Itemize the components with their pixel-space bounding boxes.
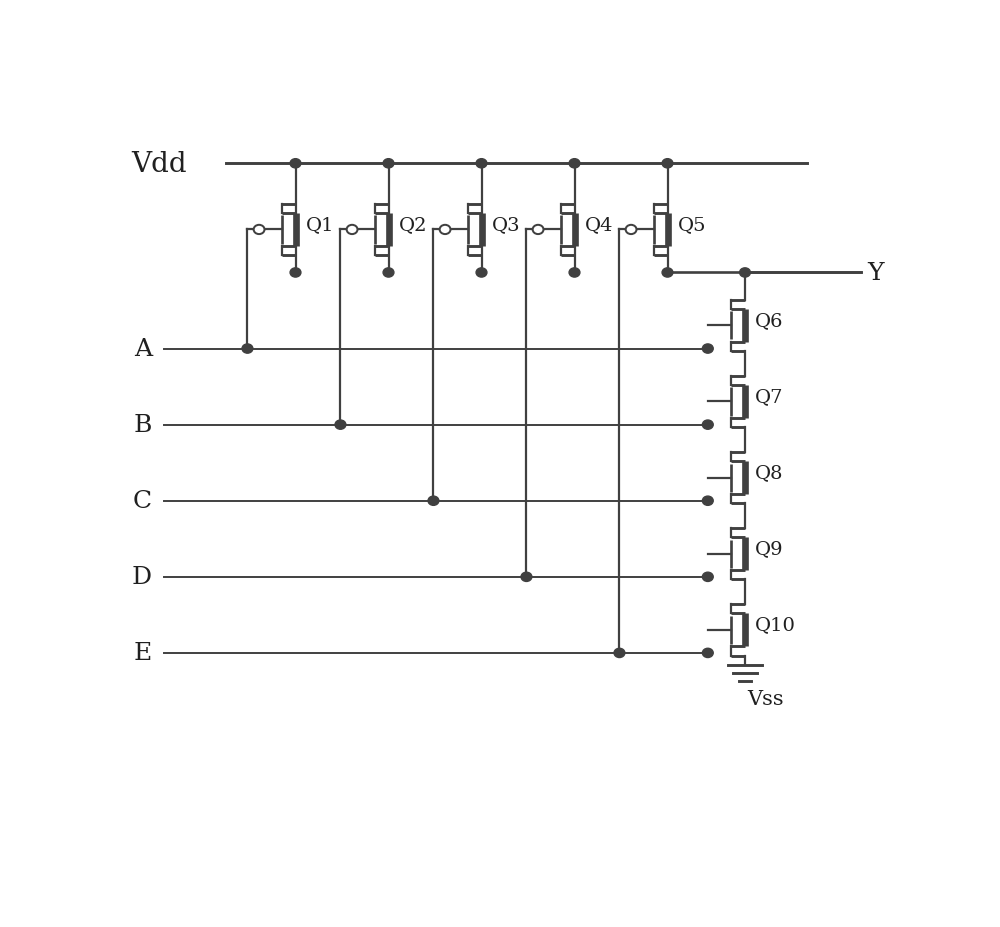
Text: Q5: Q5 bbox=[678, 216, 706, 234]
Text: Q4: Q4 bbox=[585, 216, 613, 234]
Circle shape bbox=[290, 269, 301, 278]
Circle shape bbox=[335, 421, 346, 430]
Circle shape bbox=[626, 225, 637, 235]
Text: B: B bbox=[134, 413, 152, 437]
Circle shape bbox=[702, 345, 713, 354]
Circle shape bbox=[476, 159, 487, 169]
Circle shape bbox=[521, 573, 532, 582]
Text: D: D bbox=[132, 565, 152, 589]
Circle shape bbox=[428, 497, 439, 506]
Circle shape bbox=[347, 225, 358, 235]
Circle shape bbox=[662, 159, 673, 169]
Circle shape bbox=[290, 159, 301, 169]
Circle shape bbox=[569, 159, 580, 169]
Circle shape bbox=[383, 159, 394, 169]
Circle shape bbox=[254, 225, 264, 235]
Text: Q10: Q10 bbox=[755, 616, 796, 634]
Circle shape bbox=[440, 225, 450, 235]
Text: Y: Y bbox=[867, 261, 884, 285]
Text: Vss: Vss bbox=[747, 689, 784, 708]
Text: Q2: Q2 bbox=[399, 216, 427, 234]
Circle shape bbox=[383, 269, 394, 278]
Text: Vdd: Vdd bbox=[131, 150, 187, 178]
Circle shape bbox=[740, 269, 750, 278]
Text: A: A bbox=[134, 337, 152, 361]
Circle shape bbox=[662, 269, 673, 278]
Circle shape bbox=[242, 345, 253, 354]
Circle shape bbox=[614, 649, 625, 658]
Text: Q6: Q6 bbox=[755, 311, 784, 330]
Circle shape bbox=[533, 225, 544, 235]
Text: Q7: Q7 bbox=[755, 387, 784, 406]
Text: Q1: Q1 bbox=[306, 216, 334, 234]
Text: Q3: Q3 bbox=[492, 216, 520, 234]
Circle shape bbox=[702, 649, 713, 658]
Circle shape bbox=[702, 497, 713, 506]
Circle shape bbox=[702, 573, 713, 582]
Text: Q9: Q9 bbox=[755, 540, 784, 558]
Circle shape bbox=[702, 421, 713, 430]
Text: Q8: Q8 bbox=[755, 464, 784, 482]
Circle shape bbox=[476, 269, 487, 278]
Text: E: E bbox=[134, 641, 152, 665]
Text: C: C bbox=[133, 489, 152, 513]
Circle shape bbox=[569, 269, 580, 278]
